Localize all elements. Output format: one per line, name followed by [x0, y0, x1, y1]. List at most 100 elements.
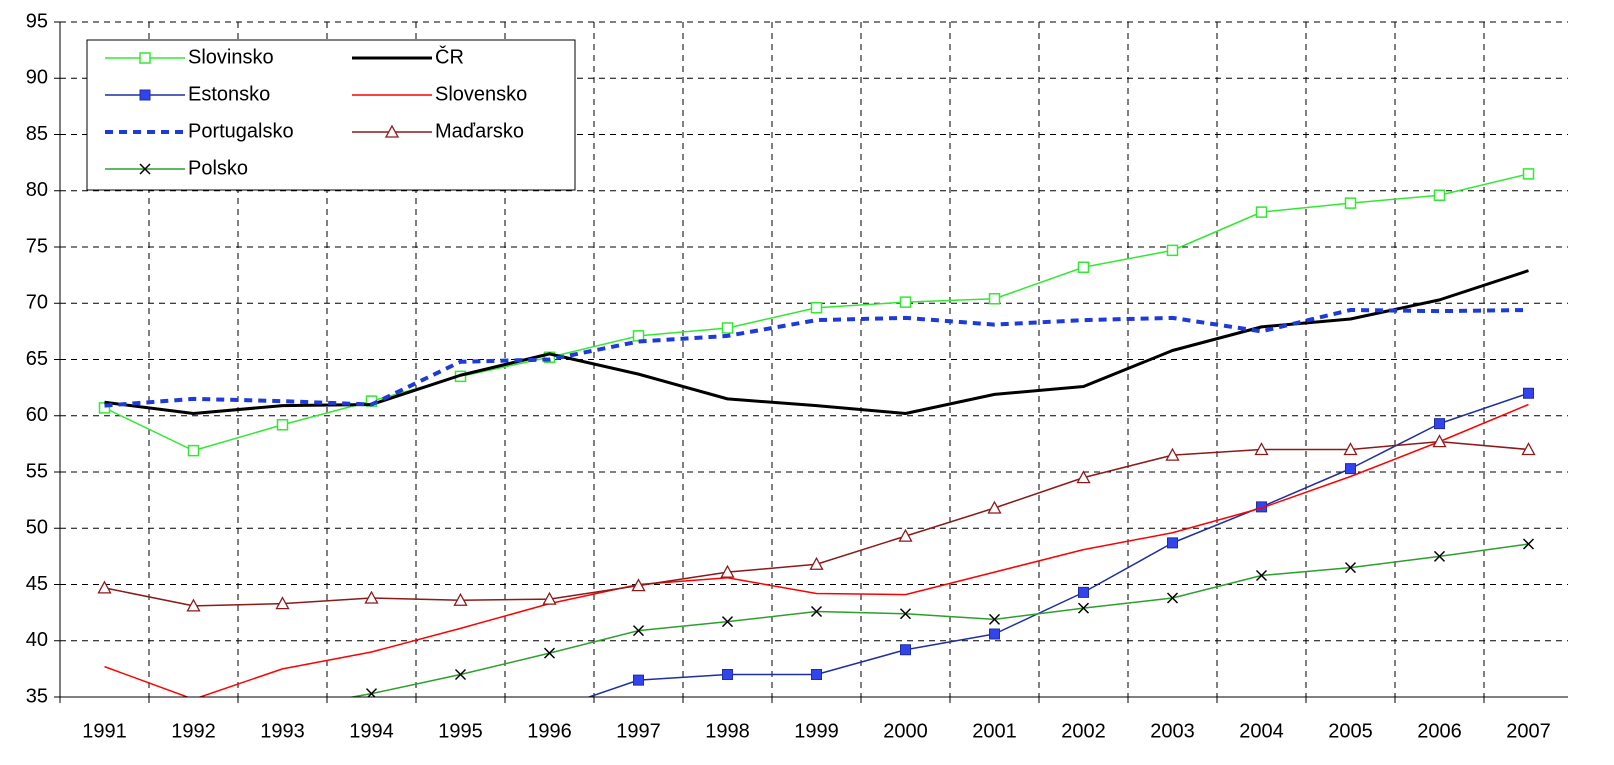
- marker: [722, 669, 733, 680]
- y-tick-label: 40: [26, 629, 48, 651]
- marker: [453, 592, 468, 606]
- marker: [1166, 244, 1179, 257]
- marker: [1432, 434, 1447, 448]
- x-tick-label: 2003: [1150, 720, 1195, 742]
- marker: [1433, 189, 1446, 201]
- marker: [1077, 602, 1090, 614]
- marker: [810, 605, 823, 618]
- marker: [1076, 470, 1091, 484]
- marker: [1434, 418, 1445, 430]
- marker: [1255, 206, 1268, 218]
- x-tick-label: 1994: [349, 720, 394, 742]
- x-tick-label: 1999: [794, 720, 839, 742]
- series-line: [348, 543, 1529, 697]
- marker: [1433, 550, 1446, 562]
- x-tick-label: 1996: [527, 720, 572, 742]
- x-tick-label: 1995: [438, 720, 483, 742]
- marker: [1523, 387, 1534, 399]
- marker: [275, 596, 290, 610]
- marker: [276, 419, 289, 431]
- x-tick-label: 2001: [972, 720, 1017, 742]
- marker: [186, 598, 201, 612]
- legend-label: Maďarsko: [435, 120, 524, 142]
- x-tick-label: 1992: [171, 720, 216, 742]
- marker: [1165, 447, 1180, 461]
- marker: [900, 644, 911, 656]
- y-tick-label: 65: [26, 348, 48, 370]
- y-tick-label: 75: [26, 235, 48, 257]
- marker: [899, 608, 912, 620]
- x-tick-label: 2000: [883, 720, 928, 742]
- marker: [632, 330, 645, 342]
- marker: [809, 556, 824, 570]
- y-tick-label: 85: [26, 123, 48, 145]
- marker: [1077, 261, 1090, 273]
- marker: [632, 625, 645, 637]
- legend: Slovinsko Estonsko Portugalsko Polsko ČR Slov…: [86, 39, 576, 191]
- y-tick-label: 45: [26, 573, 48, 595]
- marker: [1344, 562, 1357, 574]
- legend-label: Estonsko: [188, 83, 270, 105]
- axes: 35 40 45 50 55 60 65 70 75 80 85 90 95 1991 1992 1993 19…: [26, 10, 1568, 742]
- marker: [364, 590, 379, 604]
- series-line: [104, 269, 1529, 415]
- legend-label: Polsko: [188, 157, 248, 179]
- marker: [543, 351, 556, 363]
- y-tick-label: 55: [26, 460, 48, 482]
- marker: [545, 706, 555, 716]
- marker: [1522, 538, 1535, 550]
- marker: [1255, 569, 1268, 582]
- x-tick-label: 2006: [1417, 720, 1462, 742]
- marker: [721, 322, 734, 334]
- legend-label: ČR: [435, 45, 464, 68]
- marker: [988, 293, 1001, 305]
- marker: [721, 616, 734, 628]
- marker: [631, 578, 646, 592]
- marker: [1344, 197, 1357, 209]
- marker: [898, 528, 913, 542]
- y-tick-label: 35: [26, 685, 48, 707]
- marker: [1078, 586, 1089, 598]
- y-tick-label: 95: [26, 10, 48, 32]
- marker: [1343, 442, 1358, 456]
- y-tick-label: 50: [26, 517, 48, 539]
- x-tick-label: 2005: [1328, 720, 1373, 742]
- marker: [720, 564, 735, 578]
- marker: [1166, 592, 1179, 604]
- marker: [1522, 168, 1535, 180]
- x-tick-label: 1997: [616, 720, 661, 742]
- x-tick-label: 1991: [82, 720, 127, 742]
- marker: [989, 628, 1000, 640]
- marker: [278, 704, 288, 714]
- marker: [810, 302, 823, 314]
- marker: [139, 89, 151, 101]
- marker: [633, 674, 644, 686]
- series-line: [104, 440, 1529, 607]
- marker: [988, 613, 1001, 625]
- series-line: [104, 308, 1529, 408]
- x-tick-label: 2002: [1061, 720, 1106, 742]
- y-tick-label: 70: [26, 292, 48, 314]
- marker: [139, 52, 151, 64]
- marker: [899, 296, 912, 308]
- marker: [454, 668, 467, 681]
- marker: [187, 444, 200, 457]
- legend-label: Portugalsko: [188, 120, 294, 142]
- x-tick-label: 2007: [1506, 720, 1551, 742]
- marker: [139, 163, 151, 175]
- marker: [1254, 442, 1269, 456]
- marker: [97, 580, 112, 594]
- x-tick-label: 1998: [705, 720, 750, 742]
- y-tick-label: 80: [26, 179, 48, 201]
- legend-label: Slovinsko: [188, 46, 274, 68]
- marker: [1167, 537, 1178, 549]
- x-tick-label: 1993: [260, 720, 305, 742]
- marker: [1345, 463, 1356, 475]
- y-tick-label: 60: [26, 404, 48, 426]
- marker: [384, 124, 400, 138]
- series-line: [104, 403, 1529, 697]
- marker: [987, 500, 1002, 514]
- y-tick-label: 90: [26, 67, 48, 89]
